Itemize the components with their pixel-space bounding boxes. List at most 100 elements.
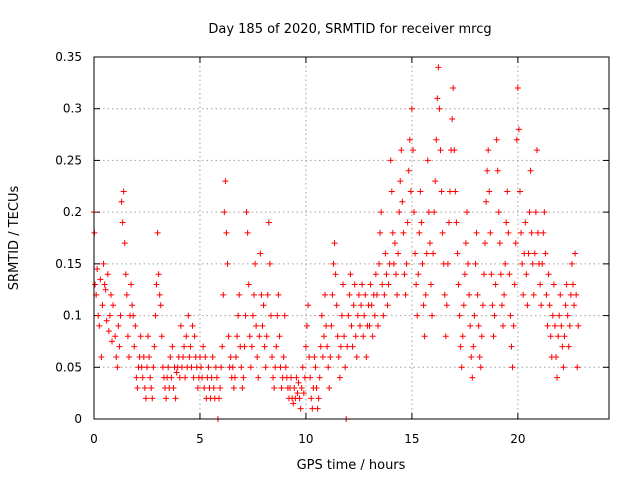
data-point: [438, 188, 445, 195]
data-point: [180, 353, 187, 360]
data-point: [474, 291, 481, 298]
data-point: [422, 291, 429, 298]
data-point: [543, 291, 550, 298]
data-point: [223, 229, 230, 236]
data-point: [539, 260, 546, 267]
data-point: [330, 260, 337, 267]
data-point: [323, 322, 330, 329]
data-point: [234, 333, 241, 340]
data-point: [309, 405, 316, 412]
x-tick-label: 20: [510, 432, 525, 446]
data-point: [416, 229, 423, 236]
data-point: [526, 209, 533, 216]
data-point: [511, 281, 518, 288]
data-point: [461, 271, 468, 278]
data-point: [140, 353, 147, 360]
data-point: [397, 178, 404, 185]
data-point: [278, 384, 285, 391]
data-point: [288, 374, 295, 381]
data-point: [275, 291, 282, 298]
data-point: [424, 157, 431, 164]
data-point: [421, 333, 428, 340]
data-point: [540, 229, 547, 236]
data-point: [196, 353, 203, 360]
data-point: [94, 266, 101, 273]
data-point: [350, 302, 357, 309]
data-point: [487, 229, 494, 236]
data-point: [470, 343, 477, 350]
data-point: [255, 374, 262, 381]
data-point: [312, 364, 319, 371]
data-point: [379, 281, 386, 288]
x-tick-label: 0: [90, 432, 98, 446]
data-point: [130, 312, 137, 319]
data-point: [212, 364, 219, 371]
data-point: [360, 333, 367, 340]
data-point: [165, 364, 172, 371]
data-point: [562, 302, 569, 309]
data-point: [282, 364, 289, 371]
data-point: [280, 353, 287, 360]
data-point: [208, 374, 215, 381]
data-point: [113, 353, 120, 360]
data-point: [272, 364, 279, 371]
data-point: [436, 105, 443, 112]
data-point: [469, 374, 476, 381]
data-point: [221, 209, 228, 216]
data-point: [263, 333, 270, 340]
data-point: [523, 271, 530, 278]
data-point: [559, 343, 566, 350]
data-point: [95, 312, 102, 319]
data-point: [533, 147, 540, 154]
data-point: [159, 364, 166, 371]
data-point: [566, 322, 573, 329]
data-point: [377, 229, 384, 236]
data-point: [209, 353, 216, 360]
data-point: [337, 343, 344, 350]
data-point: [316, 374, 323, 381]
data-point: [425, 209, 432, 216]
data-point: [105, 328, 112, 335]
data-point: [177, 322, 184, 329]
data-point: [143, 364, 150, 371]
data-point: [270, 374, 277, 381]
data-point: [485, 147, 492, 154]
data-point: [291, 384, 298, 391]
data-point: [128, 281, 135, 288]
data-point: [154, 229, 161, 236]
x-tick-label: 15: [404, 432, 419, 446]
data-point: [100, 260, 107, 267]
data-point: [382, 250, 389, 257]
data-point: [109, 338, 116, 345]
data-point: [444, 260, 451, 267]
data-point: [535, 229, 542, 236]
data-point: [156, 291, 163, 298]
y-tick-label: 0.1: [63, 309, 82, 323]
data-point: [294, 390, 301, 397]
data-point: [551, 322, 558, 329]
data-point: [122, 271, 129, 278]
data-point: [435, 64, 442, 71]
data-point: [335, 353, 342, 360]
data-point: [362, 291, 369, 298]
data-point: [308, 395, 315, 402]
data-point: [455, 281, 462, 288]
data-point: [96, 322, 103, 329]
data-point: [409, 147, 416, 154]
data-point: [429, 312, 436, 319]
data-point: [532, 209, 539, 216]
data-point: [183, 333, 190, 340]
data-point: [332, 271, 339, 278]
data-point: [327, 353, 334, 360]
data-point: [326, 384, 333, 391]
data-point: [301, 374, 308, 381]
data-point: [384, 302, 391, 309]
data-point: [493, 136, 500, 143]
data-point: [473, 229, 480, 236]
data-point: [340, 281, 347, 288]
data-point: [555, 333, 562, 340]
data-point: [146, 353, 153, 360]
data-point: [482, 240, 489, 247]
data-point: [119, 219, 126, 226]
